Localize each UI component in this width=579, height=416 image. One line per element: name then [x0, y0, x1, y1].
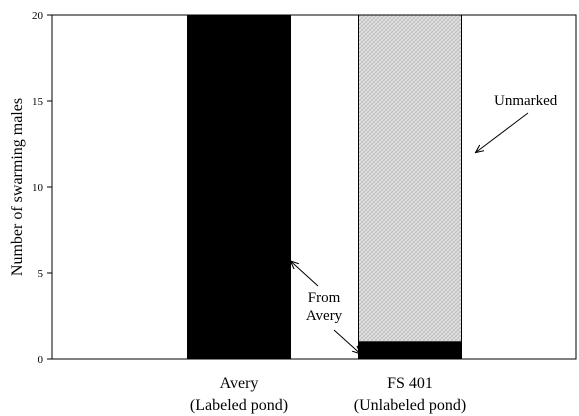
annotation-unmarked-label: Unmarked	[494, 93, 558, 109]
y-tick-label: 10	[32, 182, 44, 194]
plot-area	[51, 14, 577, 360]
x-category-label: FS 401	[387, 375, 433, 392]
annotation-from-avery-label: Avery	[306, 308, 343, 324]
x-category-label: Avery	[220, 375, 259, 392]
annotations: Unmarked From Avery	[291, 93, 558, 354]
bar-2-series-2	[358, 14, 462, 343]
annotation-from-avery-label: From	[308, 290, 341, 306]
annotation-unmarked-arrow	[476, 112, 529, 153]
y-axis: 0 5 10 15 20	[32, 10, 52, 366]
y-tick-label: 0	[38, 354, 44, 366]
x-axis: Avery (Labeled pond) FS 401 (Unlabeled pond…	[190, 375, 466, 414]
y-axis-title: Number of swarming males	[9, 98, 26, 276]
x-category-sublabel: (Labeled pond)	[190, 397, 288, 414]
annotation-from-avery-arrow-2	[333, 329, 361, 354]
bar-2-series-1	[358, 341, 462, 360]
bar-1-series-1	[187, 14, 291, 360]
y-tick-label: 15	[32, 96, 44, 108]
x-category-sublabel: (Unlabeled pond)	[354, 397, 466, 414]
y-tick-label: 20	[32, 10, 44, 22]
y-tick-label: 5	[38, 268, 44, 280]
annotation-from-avery-arrow-1	[291, 261, 319, 287]
